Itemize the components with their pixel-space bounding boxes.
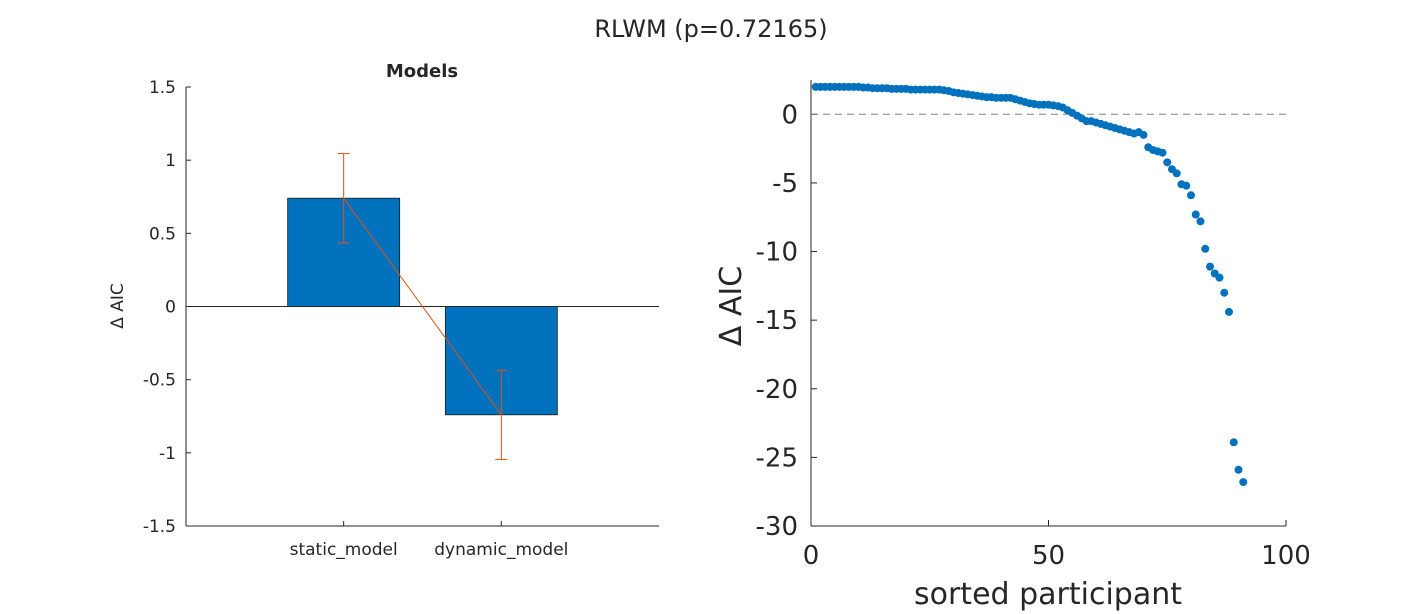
scatter-y-tick-label: -15 bbox=[756, 306, 798, 336]
scatter-point bbox=[1163, 158, 1172, 167]
bar-plot-area: -1.5 -1 -0.5 0 0.5 1 1.5 static_model dynamic_mo… bbox=[143, 78, 659, 560]
scatter-point bbox=[1215, 273, 1224, 282]
scatter-point bbox=[1187, 191, 1195, 200]
scatter-plot-area: -30 -25 -20 -15 -10 -5 0 0 50 100 bbox=[756, 80, 1311, 571]
scatter-y-tick-label: -20 bbox=[756, 375, 798, 405]
scatter-x-tick-label: 100 bbox=[1261, 541, 1311, 571]
scatter-y-tick-label: -25 bbox=[756, 443, 798, 473]
scatter-chart-ylabel: Δ AIC bbox=[714, 266, 749, 346]
scatter-point bbox=[1229, 438, 1238, 447]
bar-y-tick-label: -1 bbox=[159, 444, 176, 464]
scatter-y-tick-label: -10 bbox=[756, 238, 798, 268]
scatter-y-tick-label: -5 bbox=[772, 169, 798, 199]
scatter-y-tick-label: -30 bbox=[756, 512, 798, 542]
scatter-point bbox=[1239, 478, 1248, 487]
scatter-point bbox=[1206, 262, 1214, 271]
bar-y-tick-label: 1.5 bbox=[149, 78, 176, 98]
scatter-chart-xlabel: sorted participant bbox=[914, 577, 1182, 612]
scatter-point bbox=[1196, 217, 1205, 226]
scatter-point bbox=[1225, 307, 1233, 316]
scatter-point bbox=[1201, 244, 1210, 253]
scatter-point bbox=[1220, 288, 1229, 297]
bar-x-tick-label: static_model bbox=[290, 540, 398, 560]
bar-y-tick-label: 0 bbox=[165, 298, 176, 318]
bar-y-tick-label: 0.5 bbox=[149, 224, 176, 244]
scatter-point bbox=[1158, 148, 1167, 157]
scatter-x-tick-label: 50 bbox=[1032, 541, 1065, 571]
scatter-y-tick-label: 0 bbox=[781, 100, 798, 130]
scatter-point bbox=[1234, 465, 1243, 474]
bar-chart-ylabel: Δ AIC bbox=[108, 283, 128, 329]
scatter-chart-panel: -30 -25 -20 -15 -10 -5 0 0 50 100 sorted particip… bbox=[714, 80, 1311, 612]
bar-x-tick-label: dynamic_model bbox=[434, 540, 568, 560]
bar-chart-title: Models bbox=[386, 61, 458, 82]
scatter-x-tick-label: 0 bbox=[803, 541, 820, 571]
bar-y-tick-label: 1 bbox=[165, 151, 176, 171]
scatter-point bbox=[1139, 130, 1148, 139]
bar-y-tick-label: -1.5 bbox=[143, 517, 176, 537]
scatter-point bbox=[1182, 181, 1191, 190]
bar-y-tick-label: -0.5 bbox=[143, 371, 176, 391]
scatter-point bbox=[1172, 169, 1181, 178]
figure-title: RLWM (p=0.72165) bbox=[594, 15, 827, 43]
bar-chart-panel: Models -1.5 -1 -0.5 0 0.5 1 1.5 static_model dyn… bbox=[108, 61, 659, 560]
errorbar-connector bbox=[343, 197, 502, 416]
scatter-point bbox=[1191, 210, 1200, 219]
